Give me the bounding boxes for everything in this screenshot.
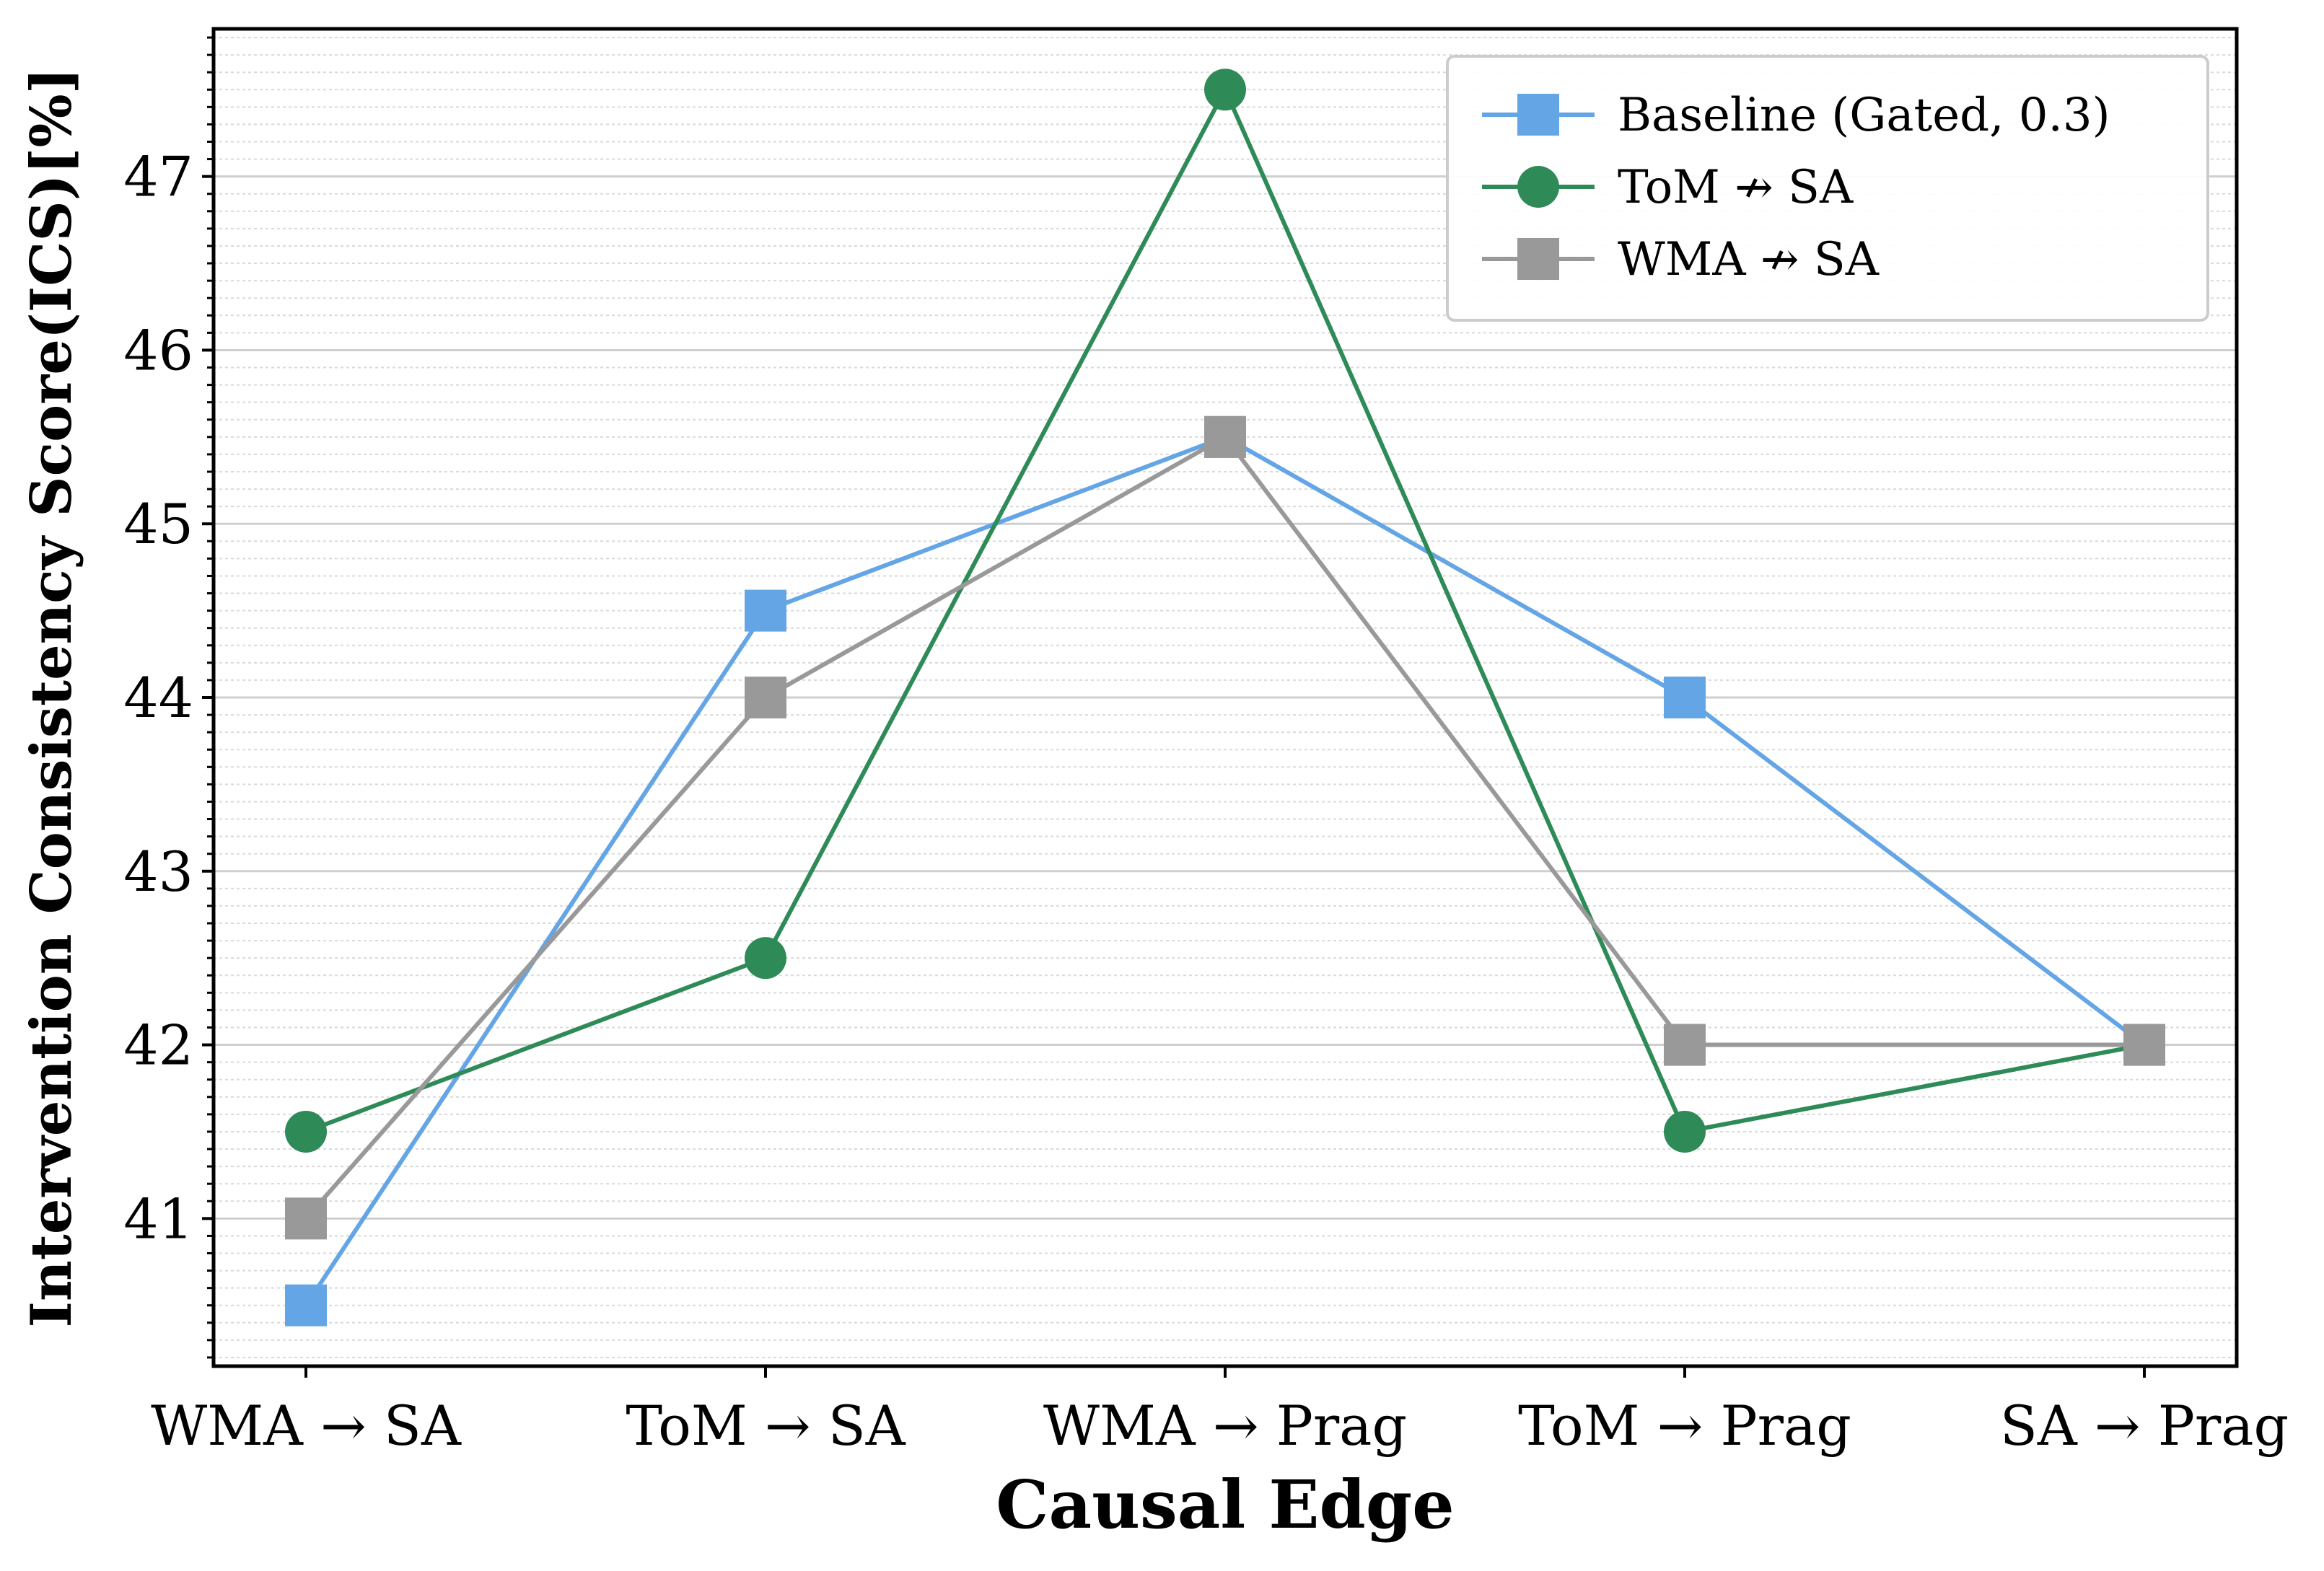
data-point	[1204, 415, 1246, 458]
data-point	[285, 1284, 327, 1326]
x-tick-label: ToM → SA	[626, 1394, 906, 1458]
x-tick-label: WMA → SA	[151, 1394, 462, 1458]
data-point	[1664, 677, 1706, 718]
legend-entries: Baseline (Gated, 0.3) ToM ↛ SA WMA ↛ SA	[1482, 89, 2110, 286]
legend-entry: Baseline (Gated, 0.3)	[1482, 89, 2110, 142]
legend-label: WMA ↛ SA	[1618, 233, 1880, 286]
series-group	[285, 69, 2165, 1326]
y-tick-label: 41	[123, 1187, 193, 1251]
legend-marker	[1517, 166, 1559, 208]
data-point	[2123, 1024, 2165, 1066]
x-tick-label: WMA → Prag	[1043, 1394, 1407, 1458]
y-axis-ticks: 41 42 43 44 45 46 47	[123, 36, 214, 1359]
data-point	[1664, 1024, 1706, 1066]
data-point	[285, 1197, 327, 1240]
y-tick-label: 45	[123, 492, 193, 556]
x-axis-ticks: WMA → SA ToM → SA WMA → Prag ToM → Prag SA →…	[151, 1366, 2289, 1458]
y-tick-label: 46	[123, 318, 193, 382]
data-point	[1664, 1110, 1706, 1153]
y-tick-label: 42	[123, 1013, 193, 1078]
legend-label: Baseline (Gated, 0.3)	[1618, 89, 2110, 142]
data-point	[285, 1110, 327, 1153]
legend-entry: ToM ↛ SA	[1482, 161, 1854, 214]
legend-marker	[1517, 94, 1559, 136]
y-tick-label: 44	[123, 666, 193, 730]
data-point	[745, 589, 786, 632]
legend-marker	[1517, 238, 1559, 280]
x-tick-label: ToM → Prag	[1518, 1394, 1851, 1458]
x-tick-label: SA → Prag	[2000, 1394, 2289, 1458]
plot-frame	[211, 27, 2239, 1368]
legend: Baseline (Gated, 0.3) ToM ↛ SA WMA ↛ SA	[1446, 55, 2209, 322]
legend-entry: WMA ↛ SA	[1482, 233, 1880, 286]
legend-box	[1446, 55, 2209, 322]
y-tick-label: 43	[123, 840, 193, 904]
x-axis-title: Causal Edge	[996, 1466, 1454, 1544]
legend-label: ToM ↛ SA	[1618, 161, 1854, 214]
y-tick-label: 47	[123, 145, 193, 209]
data-point	[1204, 69, 1246, 111]
data-point	[745, 937, 786, 980]
y-axis-title: Intervention Consistency Score(ICS)[%]	[19, 68, 84, 1328]
grid	[214, 37, 2237, 1358]
data-point	[745, 677, 786, 718]
series-2-markers	[285, 415, 2165, 1240]
